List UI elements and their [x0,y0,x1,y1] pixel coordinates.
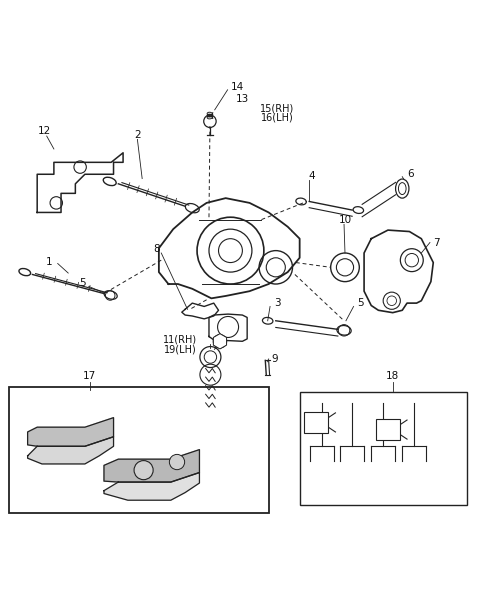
Text: 3: 3 [274,298,280,308]
Text: 8: 8 [153,244,160,254]
Text: 4: 4 [308,170,315,181]
Polygon shape [28,418,114,446]
Polygon shape [28,437,114,464]
Text: 11(RH): 11(RH) [163,335,197,345]
Text: 19(LH): 19(LH) [164,345,197,354]
Polygon shape [213,334,227,349]
Text: 2: 2 [134,130,141,140]
Bar [304,412,328,433]
Text: 5: 5 [357,298,363,308]
FancyBboxPatch shape [9,387,269,513]
Text: 13: 13 [236,94,249,104]
Circle shape [169,455,185,470]
Text: 10: 10 [338,214,351,225]
Text: 16(LH): 16(LH) [261,113,294,123]
Polygon shape [104,472,199,500]
Circle shape [134,461,153,480]
Text: 9: 9 [271,354,277,364]
Text: 6: 6 [408,169,414,179]
FancyBboxPatch shape [300,392,467,505]
Text: 15(RH): 15(RH) [260,104,294,114]
Text: 1: 1 [46,257,52,266]
Bar [376,419,400,440]
Text: 17: 17 [83,371,96,381]
Text: 5: 5 [79,277,86,288]
Polygon shape [104,450,199,482]
Text: 14: 14 [231,82,244,92]
Text: 7: 7 [433,238,440,247]
Text: 12: 12 [38,126,51,136]
Text: 18: 18 [386,371,399,381]
